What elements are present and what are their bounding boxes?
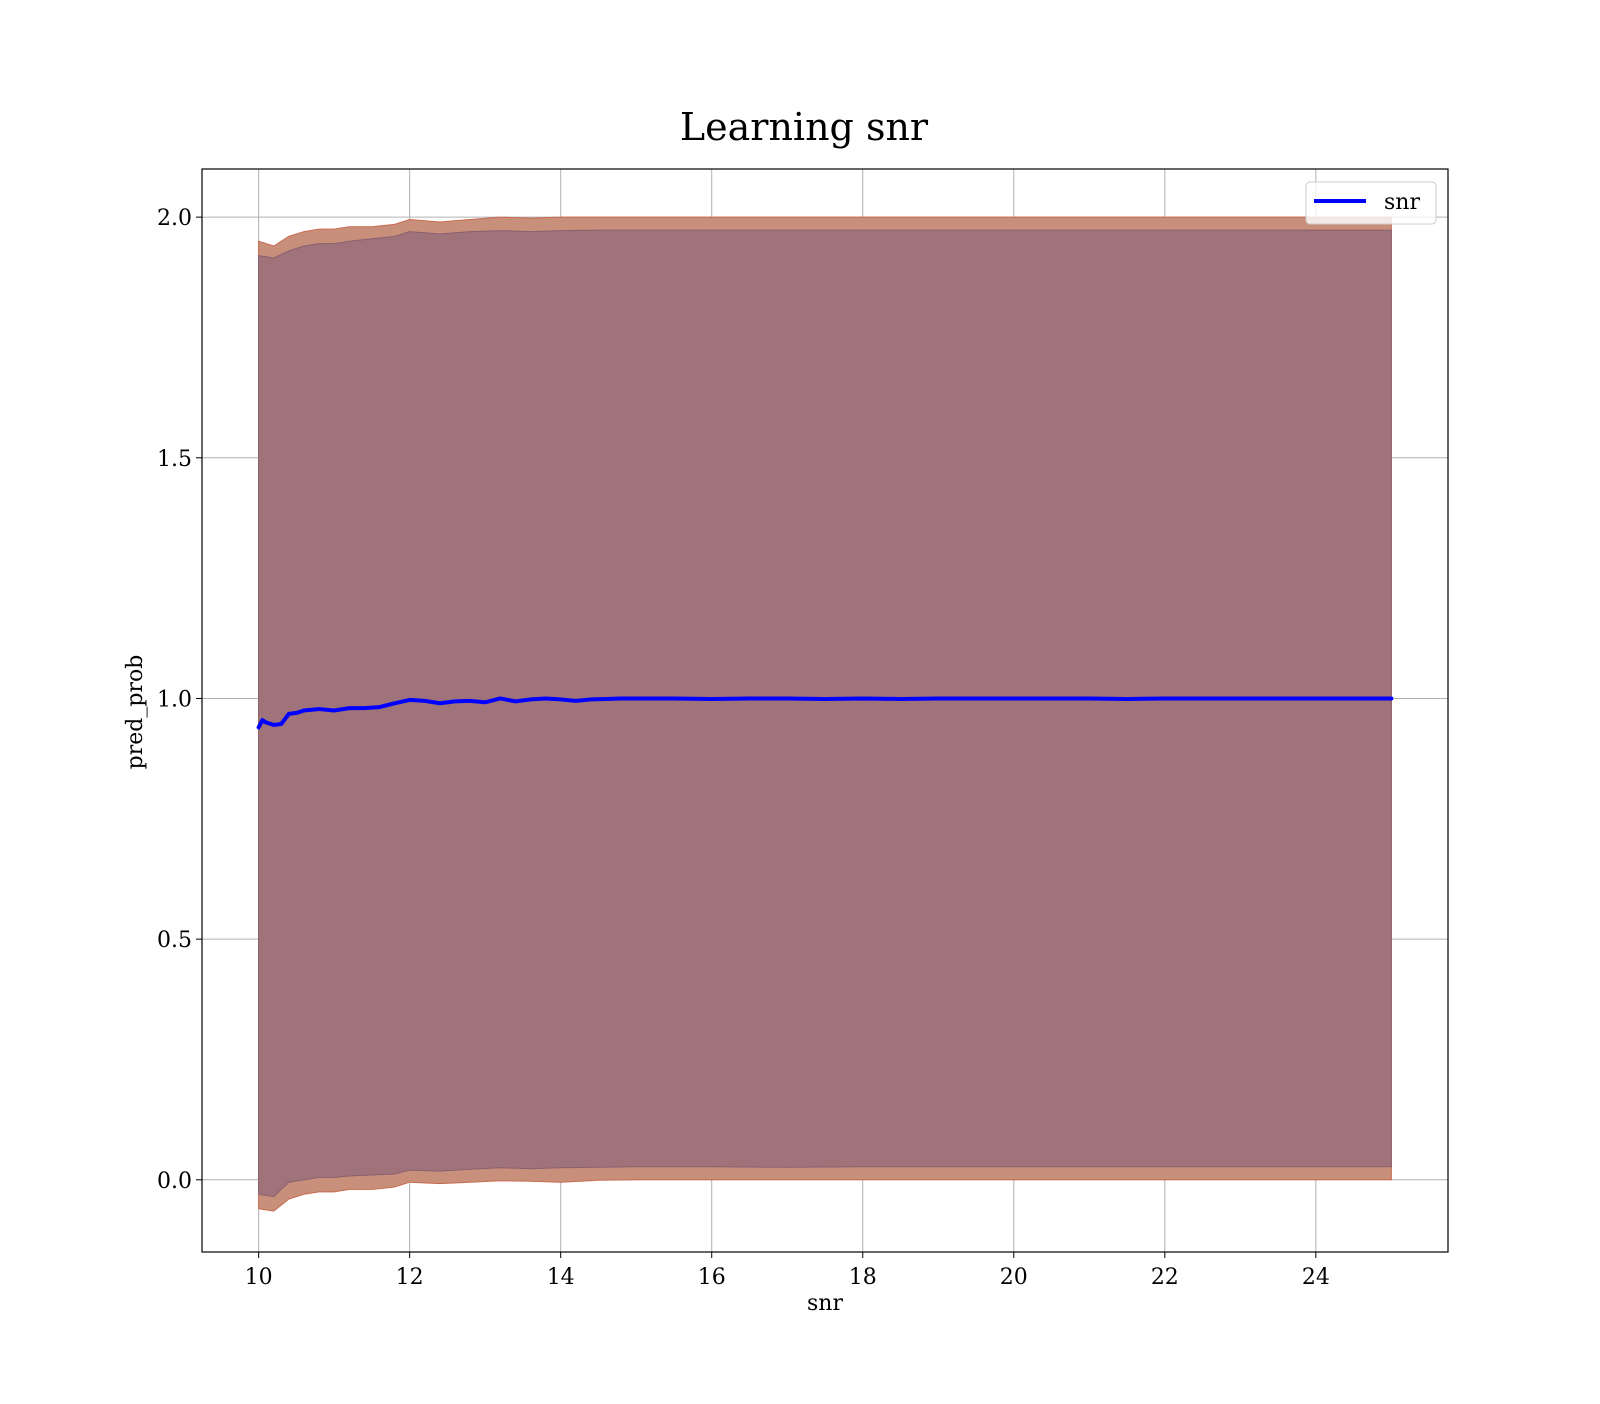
plot-frame — [201, 168, 1449, 1253]
x-tick-label: 20 — [1000, 1265, 1028, 1290]
series-layer — [256, 696, 1394, 730]
band-layer — [258, 216, 1392, 1212]
legend-box — [1305, 181, 1437, 225]
y-tick-label: 0.0 — [157, 1169, 192, 1194]
x-tick-label: 12 — [396, 1265, 424, 1290]
y-tick-label: 1.0 — [157, 687, 192, 712]
tick-layer: 10 12 14 16 18 20 22 24 0.0 0.5 1.0 1.5 2.0 — [157, 206, 1330, 1290]
y-axis-label: pred_prob — [123, 655, 148, 770]
y-tick-label: 0.5 — [157, 928, 192, 953]
x-axis-label: snr — [807, 1291, 843, 1316]
y-tick-label: 1.5 — [157, 447, 192, 472]
chart-title: Learning snr — [680, 105, 929, 149]
legend-label-snr: snr — [1384, 190, 1420, 215]
y-tick-label: 2.0 — [157, 206, 192, 231]
x-tick-label: 18 — [849, 1265, 877, 1290]
x-tick-label: 16 — [698, 1265, 726, 1290]
x-tick-label: 22 — [1151, 1265, 1179, 1290]
series-line-snr — [256, 696, 1394, 730]
legend: snr — [1305, 181, 1437, 225]
x-tick-label: 24 — [1302, 1265, 1330, 1290]
x-tick-label: 10 — [245, 1265, 273, 1290]
confidence-band-2 — [258, 229, 1392, 1198]
x-tick-label: 14 — [547, 1265, 575, 1290]
